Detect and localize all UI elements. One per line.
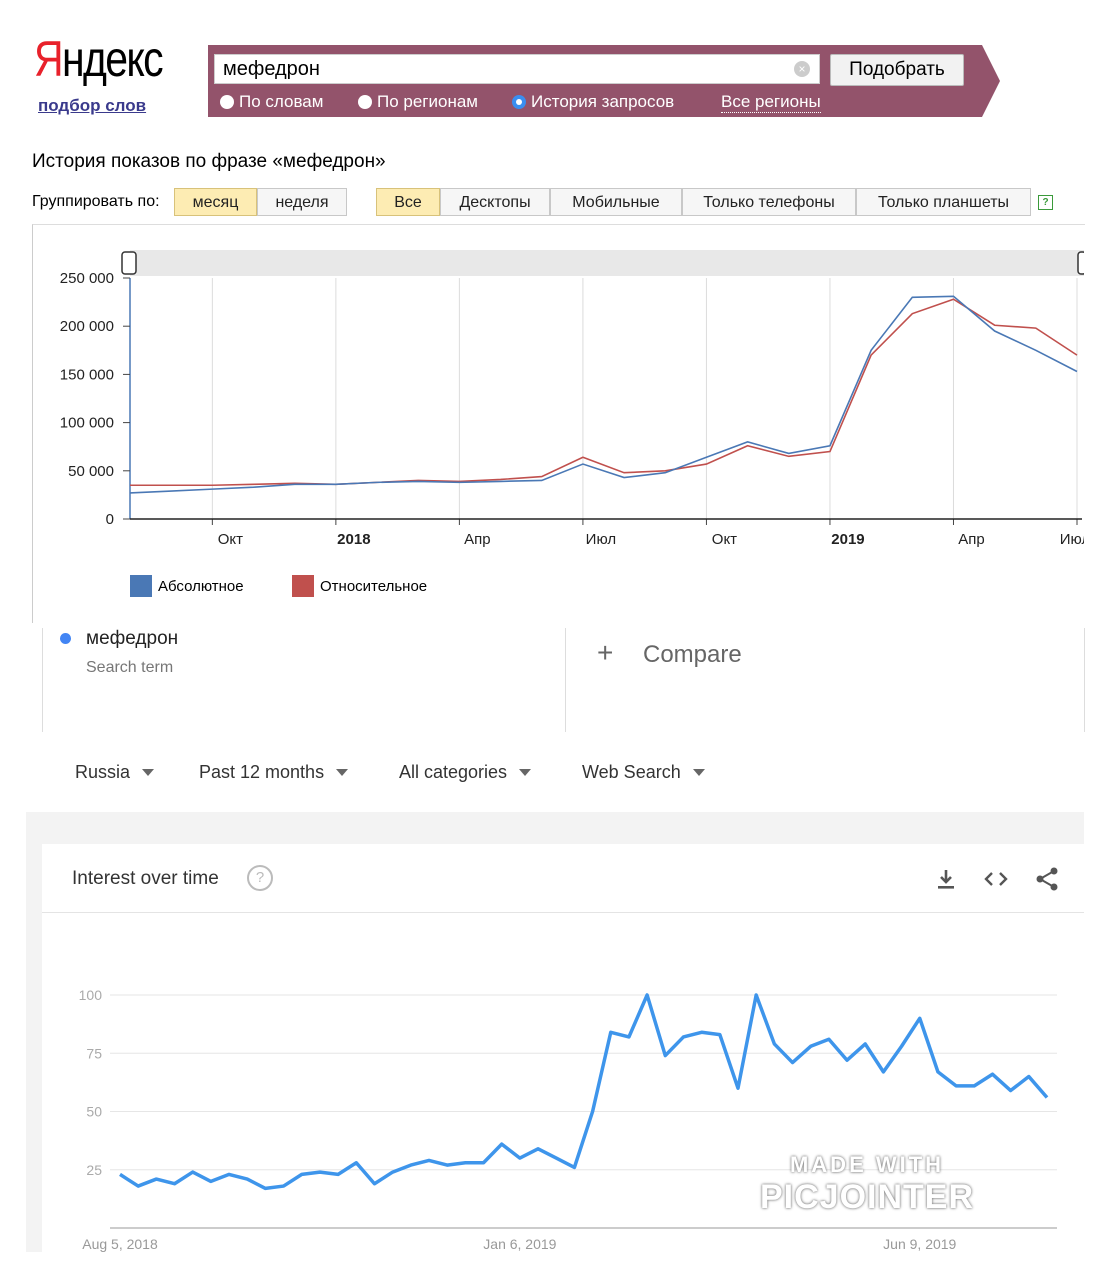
filter-label: Russia [75, 762, 131, 782]
logo-first-letter: Я [34, 31, 64, 87]
radio-history[interactable]: История запросов [512, 92, 674, 112]
legend-absolute-swatch [130, 575, 152, 597]
filter-region[interactable]: Russia [75, 762, 155, 783]
y-tick-label: 100 000 [60, 415, 114, 432]
interest-title: Interest over time [72, 868, 219, 889]
x-tick-label: Окт [712, 531, 737, 548]
x-tick-label: Jun 9, 2019 [883, 1236, 956, 1252]
caret-down-icon [336, 769, 349, 776]
help-icon[interactable]: ? [247, 865, 273, 891]
range-handle-right [1077, 251, 1084, 275]
caret-down-icon [692, 769, 705, 776]
x-tick-label: Jan 6, 2019 [483, 1236, 556, 1252]
x-tick-label: Aug 5, 2018 [82, 1236, 158, 1252]
yandex-history-chart: Окт 2018 Апр Июл Окт 2019 Апр Июл 0 50 000 100 000… [60, 250, 1084, 548]
y-tick-label: 200 000 [60, 318, 114, 335]
device-desktop-button[interactable]: Десктопы [440, 188, 550, 216]
x-tick-label: Июл [1060, 531, 1084, 548]
device-mobile-button[interactable]: Мобильные [550, 188, 682, 216]
x-tick-label: 2019 [831, 531, 864, 548]
legend-relative-label: Относительное [320, 578, 428, 595]
download-icon[interactable] [933, 866, 959, 892]
help-icon[interactable]: ? [1038, 195, 1053, 210]
filter-search-type[interactable]: Web Search [582, 762, 705, 783]
caret-down-icon [142, 769, 155, 776]
device-tablets-button[interactable]: Только планшеты [856, 188, 1031, 216]
x-tick-label: Апр [464, 531, 490, 548]
trend-line [119, 993, 1049, 1191]
interest-over-time-chart: 25 50 75 100 Aug 5, 2018 Jan 6, 2019 Jun 9, 20… [79, 987, 1057, 1252]
y-tick-label: 50 [86, 1104, 102, 1120]
compare-card[interactable] [564, 628, 1085, 732]
radio-by-regions[interactable]: По регионам [358, 92, 478, 112]
search-term-subtitle: Search term [86, 659, 174, 676]
picjointer-watermark: MADE WITH PICJOINTER [760, 1152, 974, 1217]
share-icon[interactable] [1034, 866, 1060, 892]
filter-label: Web Search [582, 762, 681, 782]
radio-label: По регионам [377, 92, 478, 111]
y-tick-label: 150 000 [60, 366, 114, 383]
filter-label: Past 12 months [199, 762, 325, 782]
x-tick-label: Июл [586, 531, 616, 548]
group-week-button[interactable]: неделя [257, 188, 347, 216]
search-input[interactable]: мефедрон [214, 54, 820, 84]
radio-icon [220, 95, 234, 109]
radio-selected-icon [512, 95, 526, 109]
regions-link[interactable]: Все регионы [721, 92, 821, 113]
radio-icon [358, 95, 372, 109]
legend-relative-swatch [292, 575, 314, 597]
y-tick-label: 75 [86, 1045, 102, 1061]
wordstat-link[interactable]: подбор слов [38, 96, 147, 115]
x-tick-label: Окт [218, 531, 243, 548]
panel-divider [42, 912, 1084, 913]
filter-category[interactable]: All categories [399, 762, 532, 783]
embed-icon[interactable] [983, 866, 1009, 892]
filter-time[interactable]: Past 12 months [199, 762, 349, 783]
clear-icon[interactable]: × [794, 61, 810, 77]
series-line-absolute [129, 295, 1078, 494]
search-term-card [42, 628, 566, 732]
compare-label[interactable]: Compare [643, 641, 742, 668]
radio-label: По словам [239, 92, 324, 111]
group-label: Группировать по: [32, 193, 160, 210]
plus-icon[interactable]: + [597, 637, 614, 668]
x-tick-label: 2018 [337, 531, 370, 548]
range-handle-left [121, 251, 137, 275]
caret-down-icon [519, 769, 532, 776]
radio-label: История запросов [531, 92, 675, 111]
yandex-chart-frame [32, 224, 1085, 623]
logo-rest: ндекс [61, 31, 164, 87]
history-title: История показов по фразе «мефедрон» [32, 151, 386, 172]
yandex-logo[interactable]: Яндекс [34, 30, 164, 88]
watermark-line1: MADE WITH [789, 1152, 945, 1177]
device-phones-button[interactable]: Только телефоны [682, 188, 856, 216]
watermark-line2: PICJOINTER [760, 1178, 975, 1216]
device-all-button[interactable]: Все [376, 188, 440, 216]
legend-absolute-label: Абсолютное [158, 578, 244, 595]
y-tick-label: 25 [86, 1162, 102, 1178]
range-scroller [130, 250, 1084, 276]
x-tick-label: Апр [958, 531, 984, 548]
term-color-dot [60, 633, 71, 644]
submit-button[interactable]: Подобрать [830, 54, 964, 86]
filter-label: All categories [399, 762, 508, 782]
group-month-button[interactable]: месяц [174, 188, 257, 216]
series-line-relative [130, 298, 1078, 487]
y-tick-label: 100 [79, 987, 103, 1003]
y-tick-label: 50 000 [68, 463, 114, 480]
y-tick-label: 0 [106, 511, 114, 528]
search-bar-arrow [982, 45, 1000, 117]
radio-by-words[interactable]: По словам [220, 92, 323, 112]
search-term[interactable]: мефедрон [86, 628, 179, 649]
y-tick-label: 250 000 [60, 270, 114, 287]
